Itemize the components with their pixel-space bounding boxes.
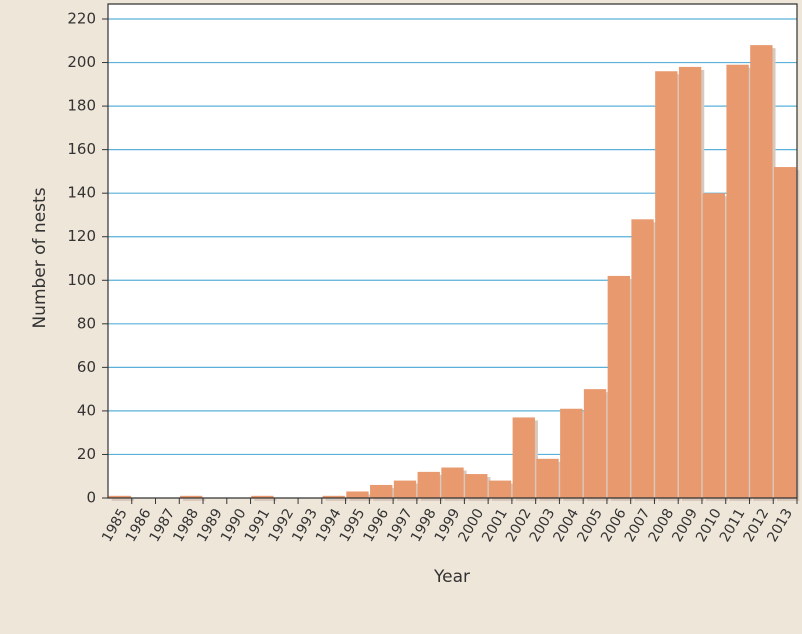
bar bbox=[702, 193, 726, 498]
y-tick-label: 20 bbox=[77, 445, 96, 463]
bar bbox=[465, 474, 488, 498]
y-tick-label: 200 bbox=[67, 53, 96, 71]
y-axis-label: Number of nests bbox=[30, 187, 50, 328]
bar-shadow bbox=[111, 498, 135, 501]
bar bbox=[346, 491, 369, 498]
y-tick-label: 160 bbox=[67, 140, 96, 158]
bar bbox=[631, 219, 654, 499]
y-tick-label: 220 bbox=[67, 10, 96, 28]
y-tick-label: 140 bbox=[67, 184, 96, 202]
bar bbox=[678, 66, 702, 499]
bar bbox=[536, 458, 559, 498]
bar bbox=[251, 495, 274, 498]
x-axis-label: Year bbox=[433, 567, 470, 587]
bar bbox=[512, 417, 535, 498]
bar bbox=[441, 467, 464, 498]
bar-shadow bbox=[182, 498, 206, 501]
y-tick-label: 80 bbox=[77, 314, 96, 332]
bar bbox=[773, 167, 797, 498]
y-tick-label: 100 bbox=[67, 271, 96, 289]
bar bbox=[655, 71, 678, 498]
y-tick-label: 180 bbox=[67, 97, 96, 115]
bar bbox=[750, 45, 773, 499]
y-tick-label: 40 bbox=[77, 401, 96, 419]
bar bbox=[108, 495, 132, 498]
bar bbox=[393, 480, 417, 498]
bar bbox=[370, 484, 393, 498]
bar bbox=[417, 471, 440, 498]
bar bbox=[488, 480, 512, 498]
bar bbox=[560, 408, 583, 498]
bar bbox=[179, 495, 203, 498]
bar-shadow bbox=[254, 498, 277, 501]
bar bbox=[726, 64, 749, 499]
y-tick-label: 60 bbox=[77, 358, 96, 376]
bar bbox=[322, 495, 345, 498]
bar bbox=[583, 389, 607, 498]
bar-shadow bbox=[325, 498, 348, 501]
y-tick-label: 0 bbox=[86, 489, 96, 507]
axis-frame bbox=[107, 3, 798, 499]
bar bbox=[607, 275, 630, 498]
y-tick-label: 120 bbox=[67, 227, 96, 245]
